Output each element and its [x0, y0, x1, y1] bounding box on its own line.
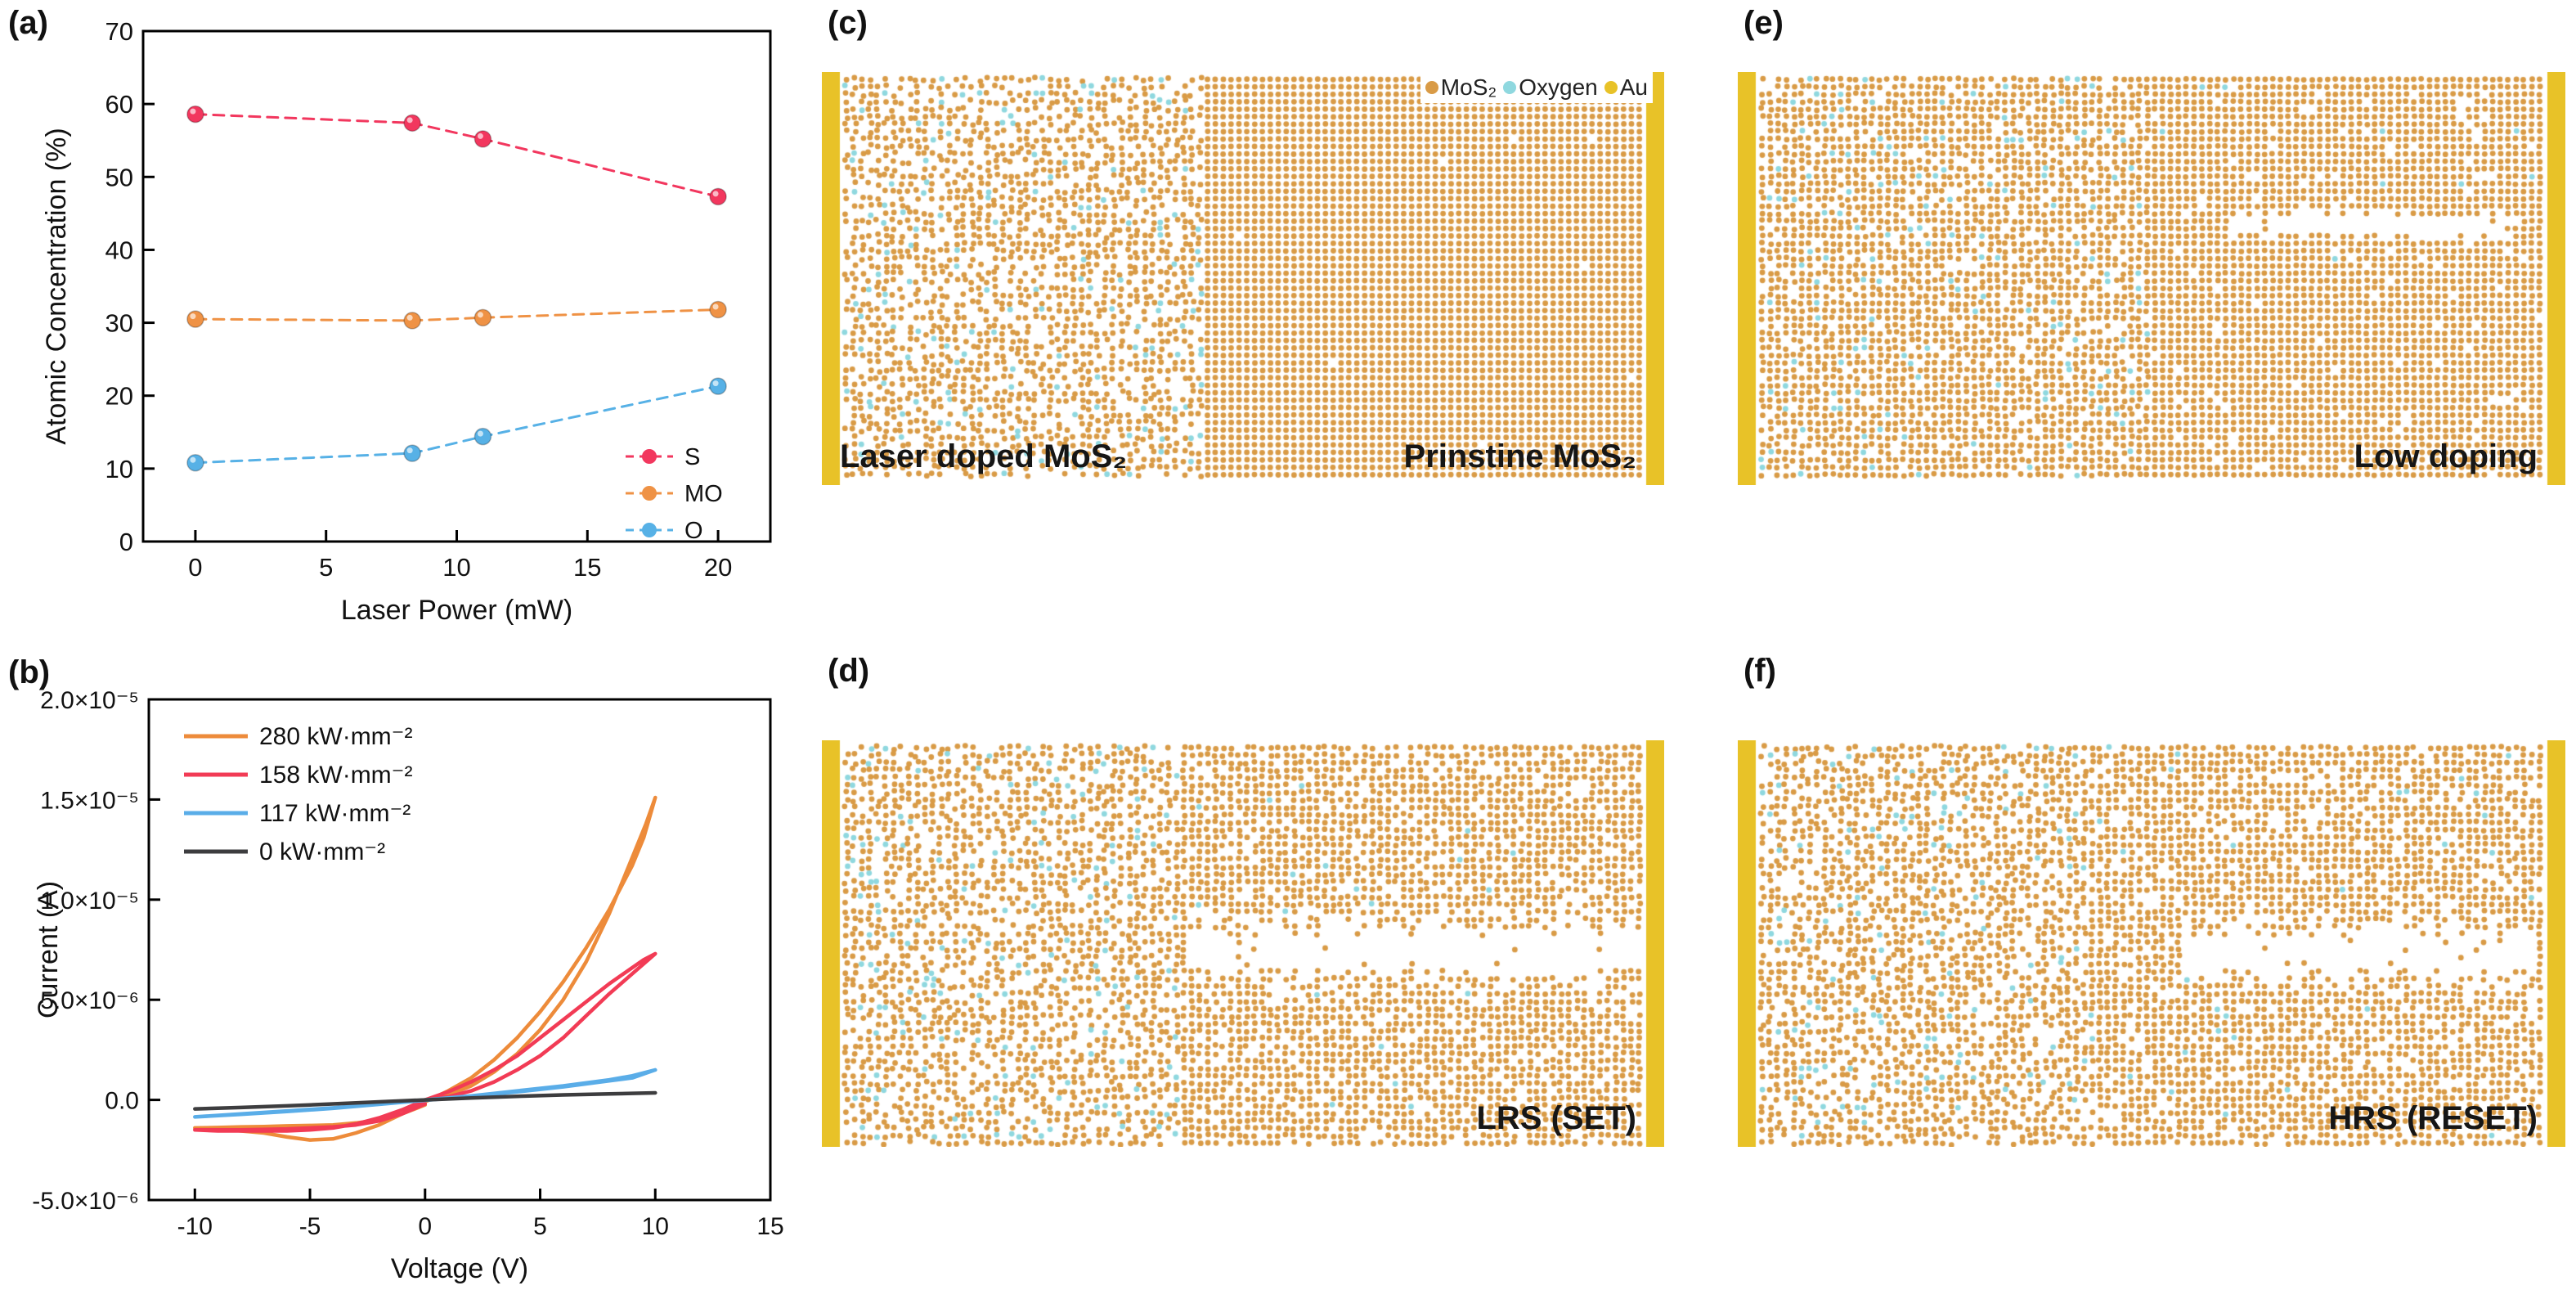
svg-text:-10: -10: [177, 1213, 213, 1240]
svg-text:60: 60: [105, 90, 133, 119]
svg-text:10: 10: [105, 455, 133, 483]
legend-dot-oxygen-icon: [1503, 81, 1517, 94]
panel-label-b: (b): [8, 654, 51, 690]
lattice-canvas-f: [1738, 740, 2565, 1147]
lattice-panel-d: LRS (SET): [822, 740, 1664, 1147]
chart-atomic-concentration: 0 5 10 15 20 0 10 20 30 40 50 60 70 Laser Power (mW) A…: [41, 17, 772, 626]
svg-text:2.0×10⁻⁵: 2.0×10⁻⁵: [40, 687, 139, 714]
legend-label-au: Au: [1619, 74, 1648, 100]
svg-text:70: 70: [105, 17, 133, 46]
svg-text:-5: -5: [299, 1213, 321, 1240]
svg-text:20: 20: [105, 382, 133, 411]
caption-lrs-set: LRS (SET): [1476, 1100, 1636, 1136]
svg-text:O: O: [684, 518, 703, 544]
lattice-canvas-d: [822, 740, 1664, 1147]
svg-text:1.0×10⁻⁵: 1.0×10⁻⁵: [40, 888, 139, 915]
svg-text:MO: MO: [684, 481, 723, 507]
lattice-panel-e: Low doping: [1738, 72, 2565, 485]
legend-dot-mos2-icon: [1425, 81, 1438, 94]
svg-text:S: S: [684, 444, 700, 470]
lattice-canvas-c: [822, 72, 1664, 485]
panel-label-a: (a): [8, 5, 48, 41]
panel-label-f: (f): [1744, 653, 1776, 689]
svg-text:10: 10: [642, 1213, 669, 1240]
svg-text:Voltage (V): Voltage (V): [391, 1253, 528, 1284]
panel-label-d: (d): [828, 653, 870, 689]
svg-text:0: 0: [188, 553, 202, 582]
lattice-canvas-e: [1738, 72, 2565, 485]
lattice-legend: MoS₂ Oxygen Au: [1420, 72, 1653, 103]
svg-text:280 kW·mm⁻²: 280 kW·mm⁻²: [259, 723, 413, 750]
caption-pristine: Prinstine MoS₂: [1403, 438, 1636, 474]
lattice-panel-f: HRS (RESET): [1738, 740, 2565, 1147]
svg-text:0.0: 0.0: [105, 1088, 139, 1115]
svg-text:20: 20: [704, 553, 732, 582]
legend-dot-au-icon: [1604, 81, 1618, 94]
caption-low-doping: Low doping: [2354, 438, 2538, 474]
svg-text:30: 30: [105, 309, 133, 338]
svg-text:Laser Power (mW): Laser Power (mW): [341, 595, 572, 626]
svg-text:-5.0×10⁻⁶: -5.0×10⁻⁶: [32, 1188, 139, 1215]
svg-text:10: 10: [442, 553, 470, 582]
svg-text:0: 0: [119, 528, 133, 556]
svg-text:15: 15: [573, 553, 601, 582]
legend-label-oxygen: Oxygen: [1519, 74, 1598, 100]
chart-iv-curves: -10 -5 0 5 10 15 -5.0×10⁻⁶ 0.0 5.0×10⁻⁶ 1.0×10⁻⁵ 1…: [32, 687, 783, 1284]
lattice-panel-c: MoS₂ Oxygen Au Laser doped MoS₂ Prinstin…: [822, 72, 1664, 485]
svg-text:5: 5: [319, 553, 333, 582]
caption-hrs-reset: HRS (RESET): [2328, 1100, 2538, 1136]
svg-text:Atomic Concentration (%): Atomic Concentration (%): [41, 128, 72, 444]
svg-text:0 kW·mm⁻²: 0 kW·mm⁻²: [259, 838, 385, 865]
svg-text:15: 15: [756, 1213, 783, 1240]
panel-label-e: (e): [1744, 5, 1784, 41]
svg-text:5: 5: [533, 1213, 547, 1240]
legend-label-mos2: MoS₂: [1440, 74, 1497, 100]
svg-text:50: 50: [105, 163, 133, 191]
svg-text:0: 0: [418, 1213, 432, 1240]
svg-text:5.0×10⁻⁶: 5.0×10⁻⁶: [40, 987, 139, 1014]
caption-laser-doped: Laser doped MoS₂: [840, 438, 1128, 474]
svg-text:Current (A): Current (A): [33, 881, 64, 1018]
panel-label-c: (c): [828, 5, 868, 41]
svg-text:1.5×10⁻⁵: 1.5×10⁻⁵: [40, 787, 139, 814]
svg-text:117 kW·mm⁻²: 117 kW·mm⁻²: [259, 800, 411, 827]
svg-text:40: 40: [105, 236, 133, 264]
svg-text:158 kW·mm⁻²: 158 kW·mm⁻²: [259, 762, 413, 789]
